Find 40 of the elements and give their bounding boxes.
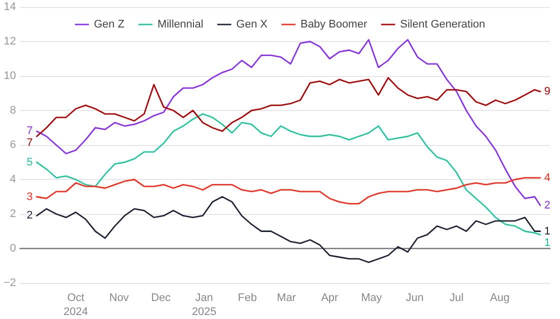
y-tick-label: 4	[10, 174, 16, 186]
data-label: 1	[544, 225, 550, 238]
y-tick-label: 14	[4, 1, 16, 13]
x-tick-label: Feb	[238, 292, 257, 304]
y-tick-label: 0	[10, 242, 16, 254]
data-label: 1	[544, 237, 550, 250]
x-tick-label: Apr	[321, 292, 339, 304]
data-label: 7	[26, 125, 33, 138]
data-label: 7	[26, 137, 33, 150]
y-tick-label: −2	[3, 277, 16, 289]
data-label: 2	[544, 199, 550, 212]
x-tick-label: Oct 2024	[64, 292, 88, 318]
x-tick-label: May	[361, 292, 382, 304]
data-label: 3	[26, 190, 33, 203]
line-series	[36, 77, 541, 138]
x-tick-label: Jun	[406, 292, 424, 304]
line-series	[36, 177, 541, 204]
y-tick-label: 8	[10, 104, 16, 116]
line-series	[36, 39, 541, 206]
x-tick-label: Dec	[151, 292, 172, 304]
data-label: 2	[26, 210, 33, 222]
data-label: 4	[544, 172, 550, 184]
x-tick-label: Nov	[109, 292, 130, 304]
legend-label: Silent Generation	[400, 18, 486, 30]
data-label: 9	[544, 86, 550, 98]
y-tick-label: 2	[10, 208, 16, 220]
legend-label: Baby Boomer	[300, 18, 368, 30]
line-series	[36, 113, 541, 236]
x-tick-label: Jul	[450, 292, 464, 304]
legend-label: Millennial	[157, 18, 204, 30]
data-label: 5	[26, 156, 33, 168]
legend-label: Gen Z	[94, 18, 125, 30]
x-tick-label: Aug	[490, 292, 510, 304]
y-tick-label: 6	[10, 139, 16, 151]
legend-label: Gen X	[236, 18, 268, 30]
y-tick-label: 12	[4, 36, 16, 48]
x-tick-label: Mar	[276, 292, 296, 304]
line-series	[36, 196, 541, 263]
y-tick-label: 10	[4, 70, 16, 82]
x-tick-label: Jan 2025	[192, 292, 216, 318]
